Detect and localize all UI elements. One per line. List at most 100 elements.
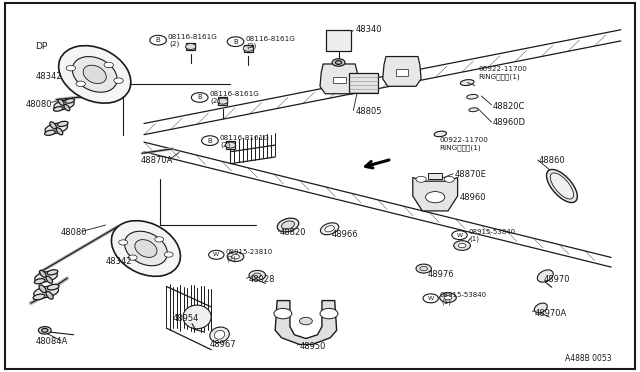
Polygon shape xyxy=(413,177,458,211)
Text: 08915-23810: 08915-23810 xyxy=(225,249,273,255)
Ellipse shape xyxy=(467,94,478,99)
Ellipse shape xyxy=(277,218,299,232)
Ellipse shape xyxy=(35,279,45,284)
Ellipse shape xyxy=(83,65,106,84)
Circle shape xyxy=(416,264,431,273)
Text: 08116-8161G: 08116-8161G xyxy=(209,92,259,97)
Circle shape xyxy=(454,241,470,250)
Ellipse shape xyxy=(59,46,131,103)
Bar xyxy=(396,69,408,76)
Circle shape xyxy=(444,295,452,300)
Text: B: B xyxy=(207,138,212,144)
Text: B: B xyxy=(197,94,202,100)
Ellipse shape xyxy=(210,327,229,343)
Circle shape xyxy=(118,240,127,245)
Text: 48860: 48860 xyxy=(539,156,566,165)
Ellipse shape xyxy=(47,270,58,275)
Text: RINGリング(1): RINGリング(1) xyxy=(479,73,520,80)
Circle shape xyxy=(191,93,208,102)
Text: 48967: 48967 xyxy=(210,340,237,349)
Text: (1): (1) xyxy=(441,299,451,305)
Text: B: B xyxy=(156,37,161,43)
Text: 08915-53840: 08915-53840 xyxy=(468,229,516,235)
Circle shape xyxy=(128,255,137,260)
Ellipse shape xyxy=(58,99,64,105)
Ellipse shape xyxy=(325,226,334,232)
Ellipse shape xyxy=(53,107,63,111)
Text: 48960: 48960 xyxy=(460,193,486,202)
Circle shape xyxy=(332,59,345,66)
Ellipse shape xyxy=(282,221,294,229)
Bar xyxy=(218,97,227,105)
Text: 48970A: 48970A xyxy=(534,309,566,318)
Text: 48080: 48080 xyxy=(61,228,87,237)
Circle shape xyxy=(76,81,85,87)
Ellipse shape xyxy=(321,223,339,235)
Text: (2): (2) xyxy=(211,98,221,105)
Text: 48966: 48966 xyxy=(332,230,358,239)
Polygon shape xyxy=(383,57,421,86)
Polygon shape xyxy=(320,64,358,94)
Circle shape xyxy=(444,176,454,182)
Text: 48954: 48954 xyxy=(173,314,199,323)
Ellipse shape xyxy=(33,294,45,300)
Circle shape xyxy=(320,308,338,319)
Circle shape xyxy=(218,98,228,104)
Circle shape xyxy=(440,293,456,302)
Ellipse shape xyxy=(72,57,117,92)
Text: W: W xyxy=(428,296,434,301)
Text: 00922-11700: 00922-11700 xyxy=(439,137,488,143)
Circle shape xyxy=(225,142,236,148)
Circle shape xyxy=(300,317,312,325)
Ellipse shape xyxy=(46,276,52,283)
Text: 48805: 48805 xyxy=(355,107,381,116)
Ellipse shape xyxy=(111,221,180,276)
Text: RINGリング(1): RINGリング(1) xyxy=(439,144,481,151)
Ellipse shape xyxy=(64,105,70,111)
Ellipse shape xyxy=(45,130,55,135)
Polygon shape xyxy=(275,301,337,344)
Circle shape xyxy=(42,328,48,332)
Ellipse shape xyxy=(460,80,474,86)
Text: 48928: 48928 xyxy=(248,275,275,284)
Circle shape xyxy=(232,254,239,259)
Text: 48820C: 48820C xyxy=(493,102,525,110)
Text: 48820: 48820 xyxy=(280,228,306,237)
Text: 08116-8161G: 08116-8161G xyxy=(245,36,295,42)
Text: (2): (2) xyxy=(169,41,179,47)
Ellipse shape xyxy=(34,286,58,298)
Text: 00922-11700: 00922-11700 xyxy=(479,66,527,72)
Circle shape xyxy=(335,61,342,64)
Text: 48080: 48080 xyxy=(26,100,52,109)
Ellipse shape xyxy=(56,128,63,135)
Circle shape xyxy=(150,35,166,45)
Text: 08116-8161G: 08116-8161G xyxy=(220,135,269,141)
Circle shape xyxy=(114,78,124,83)
Text: 48970: 48970 xyxy=(544,275,570,283)
Ellipse shape xyxy=(46,291,53,299)
Text: 48342: 48342 xyxy=(106,257,132,266)
Text: 48342: 48342 xyxy=(35,72,61,81)
Text: W: W xyxy=(213,252,220,257)
Ellipse shape xyxy=(534,303,547,313)
Bar xyxy=(326,30,351,51)
Circle shape xyxy=(155,237,164,242)
Circle shape xyxy=(202,136,218,145)
Text: A488B 0053: A488B 0053 xyxy=(564,355,611,363)
Ellipse shape xyxy=(550,173,573,199)
Text: 08116-8161G: 08116-8161G xyxy=(168,34,218,40)
Ellipse shape xyxy=(214,330,225,339)
Circle shape xyxy=(227,37,244,46)
Text: B: B xyxy=(233,39,238,45)
Bar xyxy=(186,43,195,50)
Ellipse shape xyxy=(58,121,68,126)
Circle shape xyxy=(227,252,244,262)
Ellipse shape xyxy=(547,169,577,203)
Text: 48340: 48340 xyxy=(355,25,381,34)
Text: DP: DP xyxy=(35,42,47,51)
Polygon shape xyxy=(183,305,211,329)
Ellipse shape xyxy=(538,270,553,282)
Ellipse shape xyxy=(125,231,167,266)
Circle shape xyxy=(243,45,253,51)
Circle shape xyxy=(253,273,261,278)
